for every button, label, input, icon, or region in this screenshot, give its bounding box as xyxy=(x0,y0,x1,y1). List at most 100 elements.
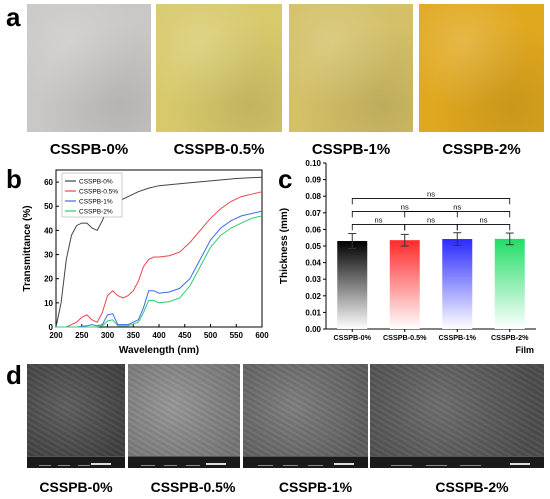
y-tick-label: 0.10 xyxy=(305,159,321,168)
significance-label-5: ns xyxy=(427,189,435,198)
scale-bar xyxy=(510,463,530,465)
legend-box xyxy=(61,172,123,218)
thickness-chart: 0.00 0.01 0.02 0.03 0.04 0.05 0.06 0.07 0.08 0.09… xyxy=(279,159,536,355)
sem-label-1: CSSPB-0.5% xyxy=(150,479,236,495)
photo-label-2: CSSPB-1% xyxy=(311,141,391,158)
sem-info-text xyxy=(77,465,90,466)
panel-label-b: b xyxy=(6,164,22,194)
significance-bracket-0 xyxy=(351,224,406,231)
photo-label-3: CSSPB-2% xyxy=(442,141,521,158)
significance-label-4: ns xyxy=(453,202,461,211)
x-tick-label: 350 xyxy=(127,331,141,340)
y-tick-label: 0 xyxy=(49,323,54,332)
bar-0 xyxy=(337,241,368,329)
x-tick-label: 400 xyxy=(152,331,166,340)
y-tick-label: 0.08 xyxy=(305,192,321,201)
sem-image-2 xyxy=(243,364,368,468)
bar-3 xyxy=(494,238,525,329)
scale-bar xyxy=(334,463,354,465)
sem-info-text xyxy=(390,465,412,466)
panel-label-a: a xyxy=(6,2,21,32)
x-tick-label: CSSPB-0.5% xyxy=(383,333,427,342)
y-tick-label: 0.01 xyxy=(305,308,321,317)
photo-label-0: CSSPB-0% xyxy=(49,141,129,158)
film-photo-1 xyxy=(156,4,282,132)
legend-label-3: CSSPB-2% xyxy=(79,209,113,216)
sem-info-bar xyxy=(27,456,125,468)
y-tick-label: 40 xyxy=(44,226,53,235)
significance-bracket-1 xyxy=(404,224,458,231)
sem-info-text xyxy=(141,465,155,466)
sem-info-text xyxy=(460,465,482,466)
significance-label-1: ns xyxy=(427,215,435,224)
sem-info-text xyxy=(425,465,447,466)
sem-info-bar xyxy=(243,456,368,468)
significance-bracket-5 xyxy=(351,198,511,205)
series-line-1 xyxy=(56,191,263,328)
x-tick-label: 550 xyxy=(230,331,244,340)
photo-label-1: CSSPB-0.5% xyxy=(173,141,265,158)
y-tick-label: 0.03 xyxy=(305,275,321,284)
sem-image-0 xyxy=(27,364,125,468)
legend-label-0: CSSPB-0% xyxy=(79,179,113,186)
sem-label-0: CSSPB-0% xyxy=(39,479,113,495)
x-tick-label: CSSPB-0% xyxy=(333,333,371,342)
y-tick-label: 60 xyxy=(44,178,53,187)
significance-label-3: ns xyxy=(401,202,409,211)
sem-info-text xyxy=(163,465,178,466)
legend-label-2: CSSPB-1% xyxy=(79,199,113,206)
x-tick-label: 450 xyxy=(178,331,192,340)
x-axis-label: Wavelength (nm) xyxy=(119,345,199,356)
sem-label-2: CSSPB-1% xyxy=(278,479,353,495)
x-tick-label: CSSPB-1% xyxy=(438,333,476,342)
sem-info-bar xyxy=(128,456,240,468)
bar-2 xyxy=(442,239,473,329)
scale-bar xyxy=(206,463,226,465)
sem-info-bar xyxy=(370,456,544,468)
film-photo-2 xyxy=(289,4,413,132)
y-tick-label: 0.02 xyxy=(305,292,321,301)
sem-info-text xyxy=(186,465,200,466)
x-tick-label: 600 xyxy=(255,331,269,340)
x-tick-label: 500 xyxy=(204,331,218,340)
y-tick-label: 0.09 xyxy=(305,176,321,185)
y-axis-label: Transmittance (%) xyxy=(22,205,33,291)
significance-label-0: ns xyxy=(375,215,383,224)
y-tick-label: 0.07 xyxy=(305,209,321,218)
y-tick-label: 0.04 xyxy=(305,259,321,268)
y-tick-label: 30 xyxy=(44,251,53,260)
significance-label-2: ns xyxy=(480,215,488,224)
x-tick-label: CSSPB-2% xyxy=(491,333,529,342)
y-tick-label: 20 xyxy=(44,275,53,284)
x-axis-label: Film xyxy=(515,345,534,355)
scale-bar xyxy=(91,463,111,465)
sem-info-text xyxy=(308,465,323,466)
transmittance-chart: 0 10 20 30 40 50 60 200 250 300 350 400 450 500 550 600… xyxy=(22,169,269,356)
panel-label-d: d xyxy=(6,360,22,390)
series-line-2 xyxy=(56,210,263,328)
series-line-3 xyxy=(56,215,263,328)
legend-label-1: CSSPB-0.5% xyxy=(79,189,118,196)
sem-info-text xyxy=(58,465,71,466)
x-tick-label: 200 xyxy=(49,331,63,340)
y-tick-label: 10 xyxy=(44,299,53,308)
film-photo-3 xyxy=(419,4,544,132)
y-tick-label: 0.05 xyxy=(305,242,321,251)
y-tick-label: 0.00 xyxy=(305,325,321,334)
y-tick-label: 0.06 xyxy=(305,225,321,234)
x-tick-label: 300 xyxy=(101,331,115,340)
film-photo-0 xyxy=(27,4,151,132)
x-tick-label: 250 xyxy=(75,331,89,340)
sem-info-text xyxy=(38,465,51,466)
sem-image-1 xyxy=(128,364,240,468)
y-tick-label: 50 xyxy=(44,202,53,211)
significance-bracket-4 xyxy=(404,211,511,218)
sem-label-3: CSSPB-2% xyxy=(435,479,509,495)
significance-bracket-2 xyxy=(456,224,511,231)
sem-info-text xyxy=(258,465,273,466)
panel-label-c: c xyxy=(278,164,293,194)
bar-1 xyxy=(389,240,420,329)
sem-info-text xyxy=(283,465,298,466)
y-axis-label: Thickness (mm) xyxy=(279,208,290,284)
